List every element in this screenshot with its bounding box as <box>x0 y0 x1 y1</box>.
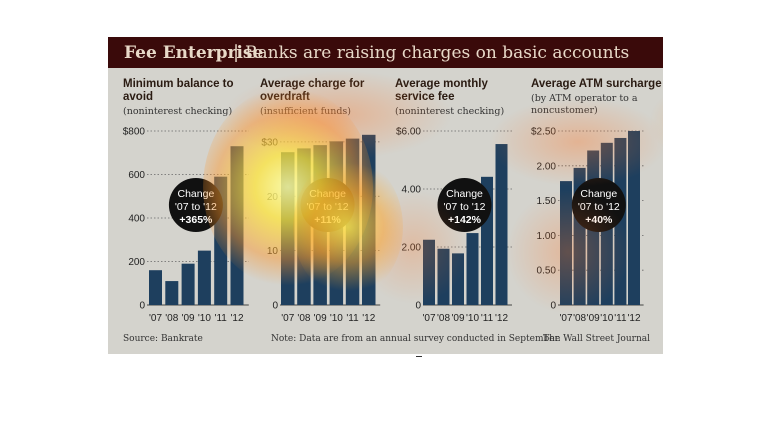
bar-3-3 <box>452 253 464 305</box>
x-tick-label: '08 <box>573 313 586 324</box>
bar-1-4 <box>197 250 211 305</box>
x-tick-label: '09 <box>182 313 195 324</box>
bar-2-1 <box>281 152 295 305</box>
change-badge-text: +40% <box>585 214 613 226</box>
infographic-card: Fee Enterprise | Banks are raising charg… <box>108 37 663 354</box>
y-tick-label: 2.00 <box>537 161 557 172</box>
y-tick-label: $30 <box>261 137 278 148</box>
bar-4-5 <box>614 137 627 305</box>
x-tick-label: '09 <box>451 313 464 324</box>
change-badge-text: '07 to '12 <box>444 201 486 213</box>
y-tick-label: 0.50 <box>537 266 557 277</box>
x-tick-label: '07 <box>149 313 162 324</box>
panel-title: Average ATM surcharge <box>531 78 662 90</box>
y-tick-label: 1.50 <box>537 196 557 207</box>
y-tick-label: 4.00 <box>402 185 422 196</box>
y-tick-label: 600 <box>128 170 145 181</box>
panel-subtitle: (insufficient funds) <box>260 106 351 117</box>
y-tick-label: 0 <box>272 301 278 312</box>
x-tick-label: '11 <box>346 313 359 324</box>
panel-subtitle: (noninterest checking) <box>395 106 504 117</box>
change-badge-text: Change <box>178 188 215 200</box>
bar-1-1 <box>149 270 162 305</box>
change-badge-text: +11% <box>314 214 341 226</box>
x-tick-label: '12 <box>627 313 640 324</box>
change-badge-text: '07 to '12 <box>175 201 217 213</box>
x-tick-label: '07 <box>422 313 435 324</box>
panel-title: avoid <box>123 91 153 103</box>
footnote: Note: Data are from an annual survey con… <box>271 334 561 344</box>
change-badge <box>571 178 626 232</box>
credit-line: The Wall Street Journal <box>543 334 650 344</box>
y-tick-label: 20 <box>267 192 279 203</box>
stray-mark <box>416 356 422 357</box>
bar-3-1 <box>423 239 435 305</box>
bar-3-4 <box>466 233 479 305</box>
x-tick-label: '12 <box>495 313 508 324</box>
bar-1-2 <box>165 281 179 305</box>
x-tick-label: '12 <box>230 313 243 324</box>
change-badge-text: +365% <box>179 214 213 226</box>
x-tick-label: '10 <box>600 313 613 324</box>
x-tick-label: '08 <box>165 313 178 324</box>
title-separator: | <box>233 42 240 63</box>
x-tick-label: '07 <box>281 313 294 324</box>
bar-2-6 <box>362 134 376 305</box>
change-badge <box>437 178 492 232</box>
y-tick-label: 1.00 <box>537 231 557 242</box>
panel-subtitle: noncustomer) <box>531 105 598 116</box>
x-tick-label: '09 <box>314 313 327 324</box>
x-tick-label: '11 <box>614 313 627 324</box>
bar-1-6 <box>230 146 244 305</box>
change-badge-text: Change <box>446 188 483 200</box>
y-tick-label: 400 <box>128 214 145 225</box>
x-tick-label: '07 <box>559 313 572 324</box>
x-tick-label: '08 <box>437 313 450 324</box>
bar-3-2 <box>437 248 450 305</box>
y-tick-label: $6.00 <box>396 127 421 138</box>
y-tick-label: 0 <box>139 301 145 312</box>
y-tick-label: 0 <box>415 301 421 312</box>
x-tick-label: '12 <box>362 313 375 324</box>
bar-2-2 <box>297 148 311 305</box>
change-badge-text: '07 to '12 <box>307 201 349 213</box>
y-tick-label: 2.00 <box>402 243 422 254</box>
x-tick-label: '09 <box>587 313 600 324</box>
change-badge-text: +142% <box>448 214 482 226</box>
panel-title: Average monthly <box>395 78 488 90</box>
title-banner: Fee Enterprise | Banks are raising charg… <box>108 37 663 68</box>
panel-subtitle: (by ATM operator to a <box>531 93 638 104</box>
change-badge-text: Change <box>309 188 346 200</box>
x-tick-label: '11 <box>215 313 228 324</box>
bar-4-6 <box>628 131 640 305</box>
y-tick-label: 0 <box>550 301 556 312</box>
x-tick-label: '11 <box>481 313 494 324</box>
y-tick-label: $800 <box>123 127 146 138</box>
x-tick-label: '08 <box>297 313 310 324</box>
x-tick-label: '10 <box>466 313 479 324</box>
change-badge-text: Change <box>580 188 617 200</box>
panel-title: overdraft <box>260 91 310 103</box>
y-tick-label: $2.50 <box>531 127 556 138</box>
y-tick-label: 10 <box>267 246 279 257</box>
infographic-subtitle: Banks are raising charges on basic accou… <box>245 43 630 63</box>
bar-3-6 <box>495 144 508 305</box>
x-tick-label: '10 <box>330 313 343 324</box>
panel-title: service fee <box>395 91 454 103</box>
panel-title: Average charge for <box>260 78 365 90</box>
x-tick-label: '10 <box>198 313 211 324</box>
bar-4-1 <box>560 181 572 305</box>
y-tick-label: 200 <box>128 257 145 268</box>
panel-title: Minimum balance to <box>123 78 234 90</box>
panel-subtitle: (noninterest checking) <box>123 106 232 117</box>
source-note: Source: Bankrate <box>123 334 203 344</box>
infographic-title: Fee Enterprise <box>124 43 264 63</box>
change-badge-text: '07 to '12 <box>578 201 620 213</box>
bar-1-3 <box>181 263 195 305</box>
